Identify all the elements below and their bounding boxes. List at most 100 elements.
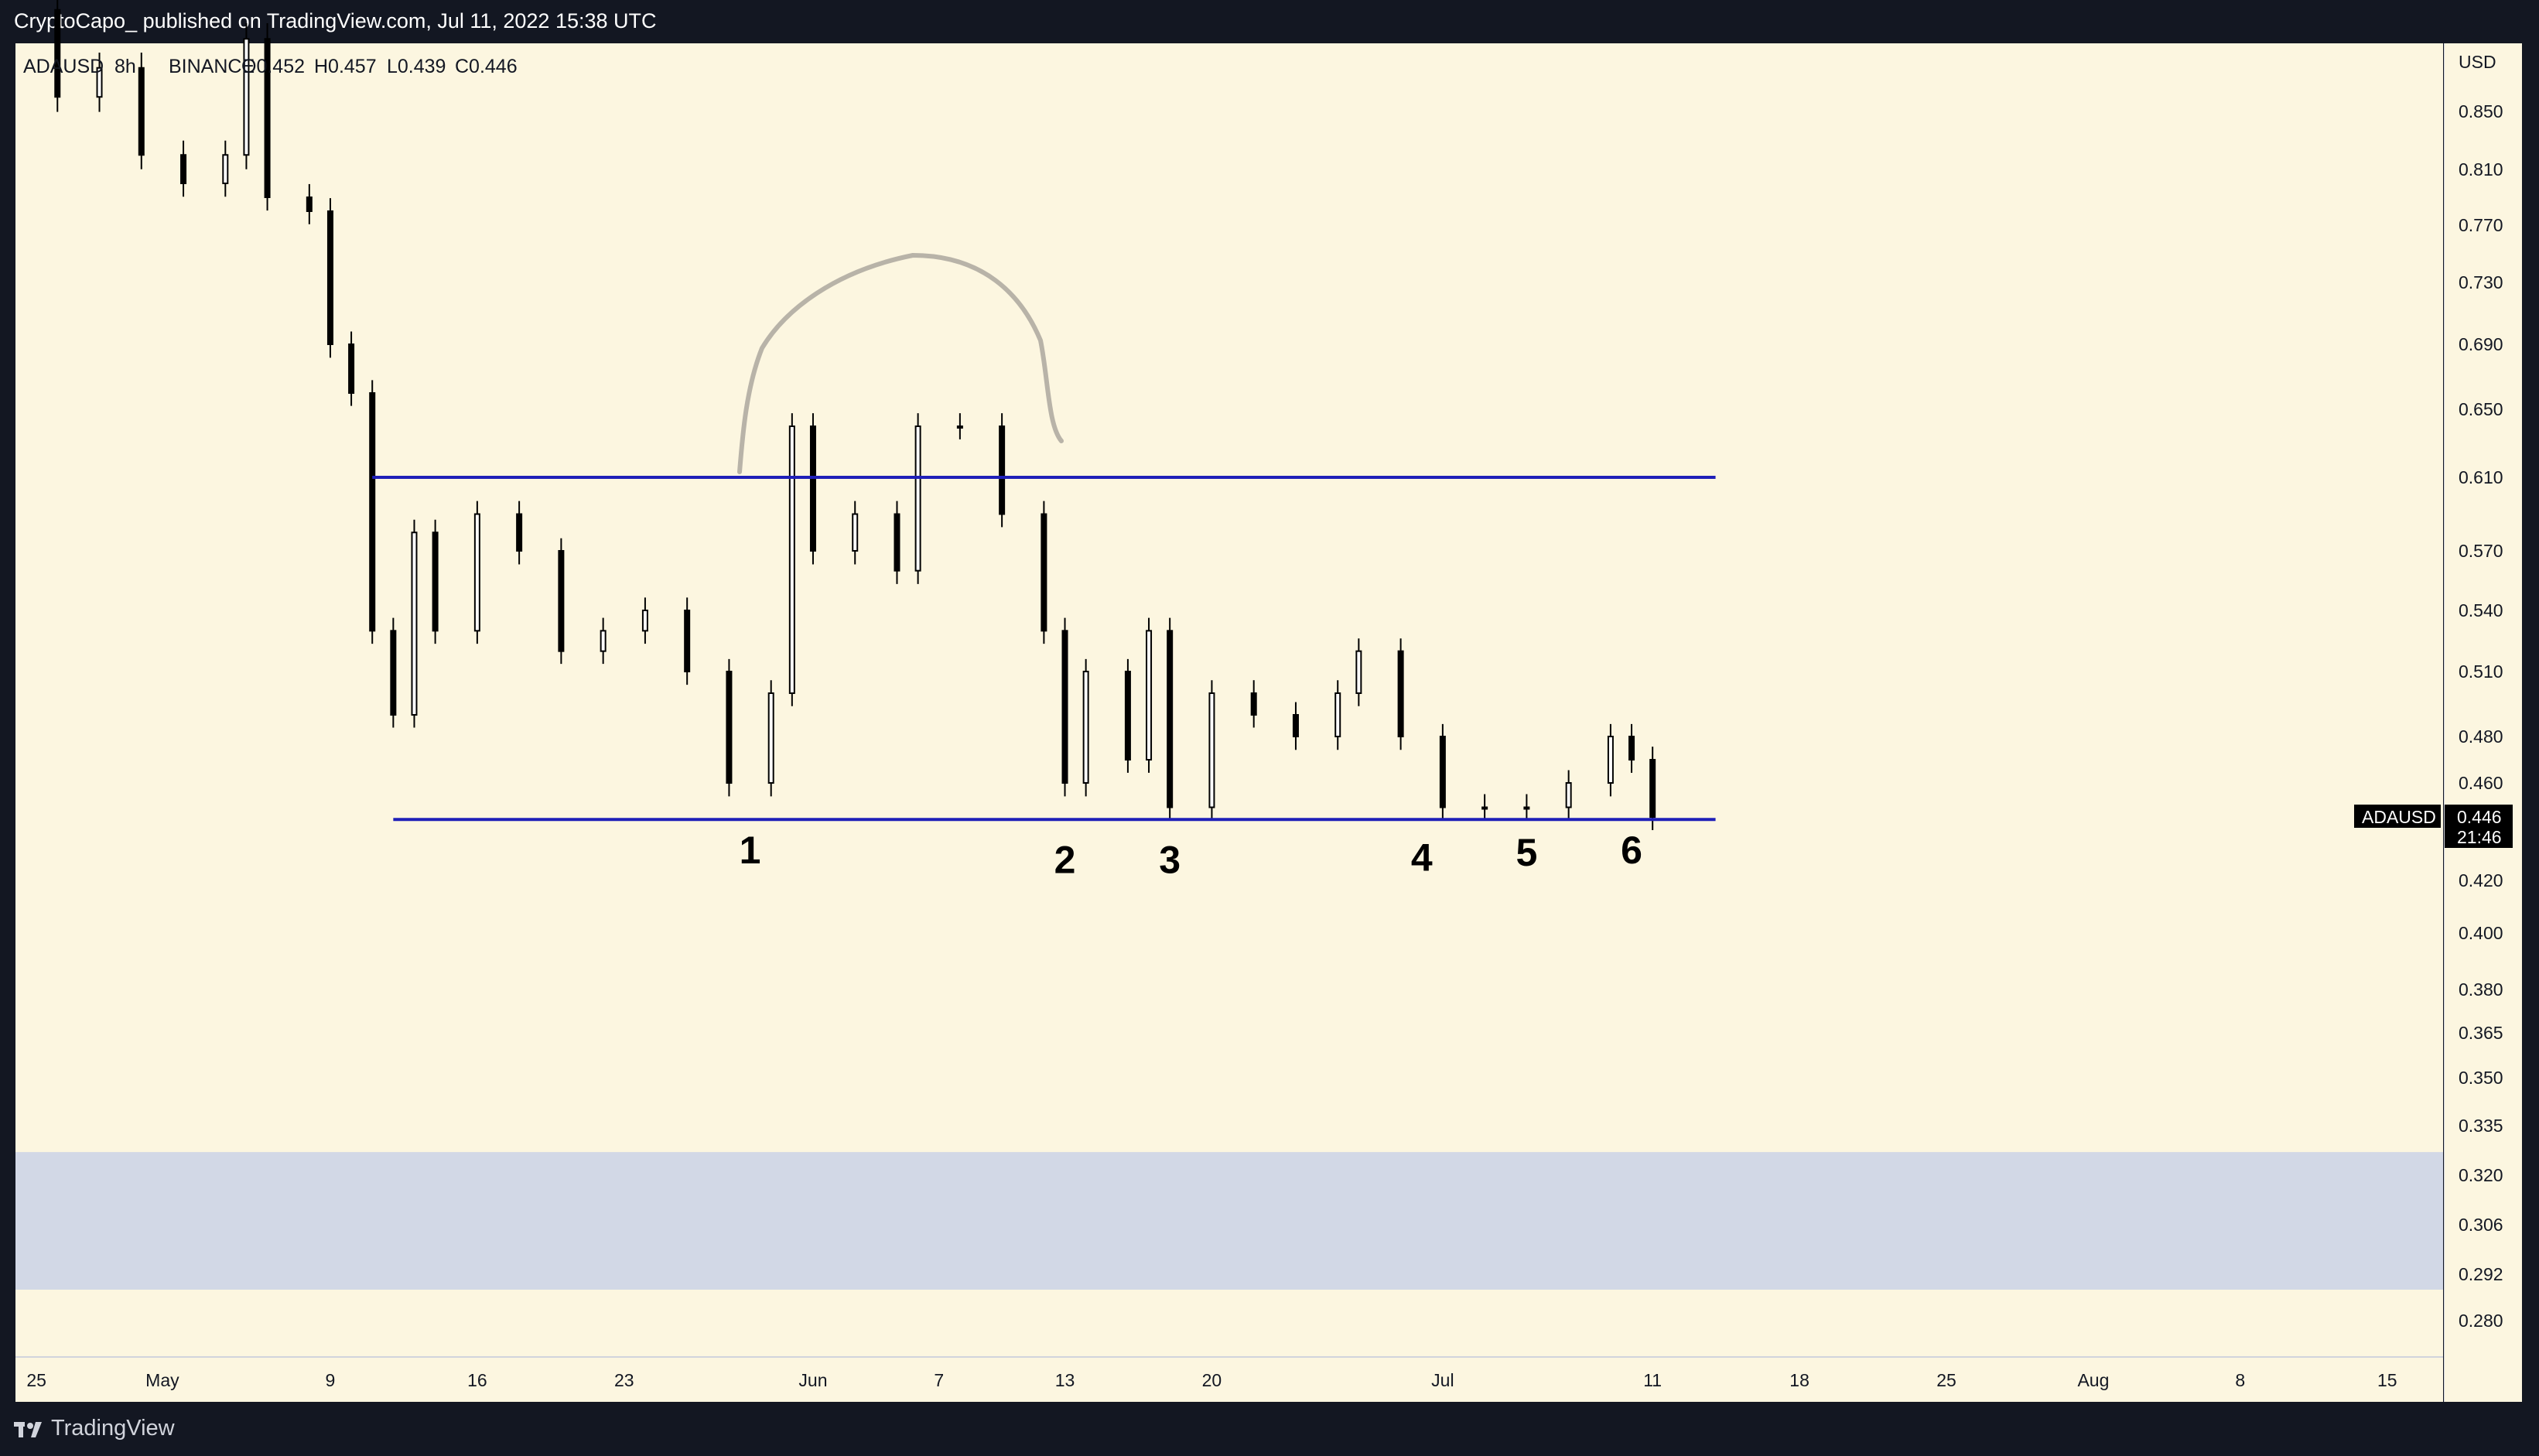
candle-up xyxy=(96,67,103,98)
candle-up xyxy=(1334,692,1341,737)
legend-open: O0.452 xyxy=(241,56,305,77)
candle-up xyxy=(914,426,921,572)
candle-down xyxy=(1649,759,1656,819)
candle-down xyxy=(1041,513,1047,632)
candle-down xyxy=(369,392,376,632)
price-tick-label: 0.850 xyxy=(2459,101,2503,121)
price-tick-label: 0.570 xyxy=(2459,541,2503,561)
touch-count-labels: 1 2 3 4 5 6 xyxy=(740,829,1642,882)
candle-down xyxy=(726,671,733,784)
legend-high: H0.457 xyxy=(314,56,377,77)
candle-up xyxy=(1523,806,1530,810)
price-tick-label: 0.335 xyxy=(2459,1116,2503,1136)
time-tick-label: 18 xyxy=(1789,1370,1809,1390)
candle-up xyxy=(600,630,607,652)
candle-up xyxy=(956,426,963,429)
candle-up xyxy=(473,513,480,632)
candle-down xyxy=(432,531,439,632)
touch-count-label: 4 xyxy=(1411,836,1433,879)
bottom-bar: TradingView xyxy=(0,1402,2539,1456)
price-tick-label: 0.280 xyxy=(2459,1311,2503,1331)
price-tick-label: 0.540 xyxy=(2459,600,2503,620)
price-tick-label: 0.510 xyxy=(2459,661,2503,682)
symbol-tag-label: ADAUSD xyxy=(2362,807,2436,827)
price-axis[interactable] xyxy=(2445,43,2522,1402)
candle-down xyxy=(999,426,1006,515)
price-tick-label: 0.770 xyxy=(2459,215,2503,235)
candle-up xyxy=(1607,736,1614,784)
candle-up xyxy=(641,610,648,632)
candle-down xyxy=(326,210,333,345)
price-tick-label: 0.420 xyxy=(2459,870,2503,890)
candle-down xyxy=(54,9,61,98)
price-tick-label: 0.690 xyxy=(2459,334,2503,354)
publish-info: CryptoCapo_ published on TradingView.com… xyxy=(14,9,657,32)
candle-down xyxy=(390,630,397,716)
horizontal-levels xyxy=(372,476,1716,822)
time-tick-label: 15 xyxy=(2377,1370,2397,1390)
candle-down xyxy=(1124,671,1131,760)
price-tick-label: 0.650 xyxy=(2459,399,2503,419)
candle-up xyxy=(411,531,418,716)
candle-down xyxy=(1061,630,1068,784)
touch-count-label: 1 xyxy=(740,829,761,872)
time-tick-label: 16 xyxy=(467,1370,487,1390)
time-tick-label: 25 xyxy=(1936,1370,1956,1390)
candle-up xyxy=(1565,782,1572,808)
candle-down xyxy=(264,38,271,198)
time-tick-label: 7 xyxy=(934,1370,944,1390)
touch-count-label: 5 xyxy=(1516,831,1537,874)
candle-down xyxy=(1397,650,1404,738)
legend-symbol: ADAUSD xyxy=(23,56,104,77)
candle-up xyxy=(767,692,774,784)
ohlc-legend: ADAUSD 8h BINANCE O0.452 H0.457 L0.439 C… xyxy=(23,56,518,77)
time-tick-label: 13 xyxy=(1055,1370,1075,1390)
price-tick-label: 0.306 xyxy=(2459,1215,2503,1235)
candle-down xyxy=(1628,736,1635,760)
time-tick-label: 8 xyxy=(2235,1370,2245,1390)
candle-up xyxy=(852,513,859,552)
symbol-tag xyxy=(2354,805,2441,828)
time-tick-label: Jul xyxy=(1431,1370,1454,1390)
price-axis-currency: USD xyxy=(2459,52,2496,72)
candle-up xyxy=(1208,692,1215,808)
time-tick-label: Jun xyxy=(798,1370,827,1390)
time-tick-label: 20 xyxy=(1202,1370,1222,1390)
candle-up xyxy=(1481,806,1488,810)
last-price-tag xyxy=(2445,805,2513,848)
candle-down xyxy=(894,513,900,572)
time-tick-label: 25 xyxy=(26,1370,46,1390)
price-tick-label: 0.320 xyxy=(2459,1165,2503,1185)
candle-down xyxy=(684,610,691,672)
legend-interval: 8h xyxy=(114,56,136,77)
candle-down xyxy=(516,513,523,552)
price-tick-label: 0.610 xyxy=(2459,467,2503,487)
candle-down xyxy=(180,154,187,184)
legend-close: C0.446 xyxy=(455,56,518,77)
price-tick-label: 0.292 xyxy=(2459,1264,2503,1284)
legend-exchange: BINANCE xyxy=(169,56,255,77)
price-tick-label: 0.730 xyxy=(2459,272,2503,292)
candle-up xyxy=(1355,650,1362,695)
tradingview-logo-icon xyxy=(14,1422,42,1437)
candle-down xyxy=(348,343,355,394)
candle-series xyxy=(54,0,1656,830)
candle-down xyxy=(558,550,565,652)
touch-count-label: 6 xyxy=(1621,829,1642,872)
rounded-top-arc xyxy=(737,252,1064,474)
candle-down xyxy=(1167,630,1174,808)
candle-down xyxy=(809,426,816,552)
candle-down xyxy=(1292,714,1299,737)
time-tick-label: 23 xyxy=(614,1370,634,1390)
time-tick-label: May xyxy=(145,1370,179,1390)
demand-zone xyxy=(15,1152,2443,1290)
touch-count-label: 3 xyxy=(1159,839,1181,882)
price-tick-label: 0.460 xyxy=(2459,773,2503,793)
candle-down xyxy=(138,67,145,156)
price-tick-label: 0.380 xyxy=(2459,979,2503,1000)
price-tick-label: 0.365 xyxy=(2459,1023,2503,1043)
price-tick-label: 0.480 xyxy=(2459,726,2503,747)
touch-count-label: 2 xyxy=(1054,839,1076,882)
